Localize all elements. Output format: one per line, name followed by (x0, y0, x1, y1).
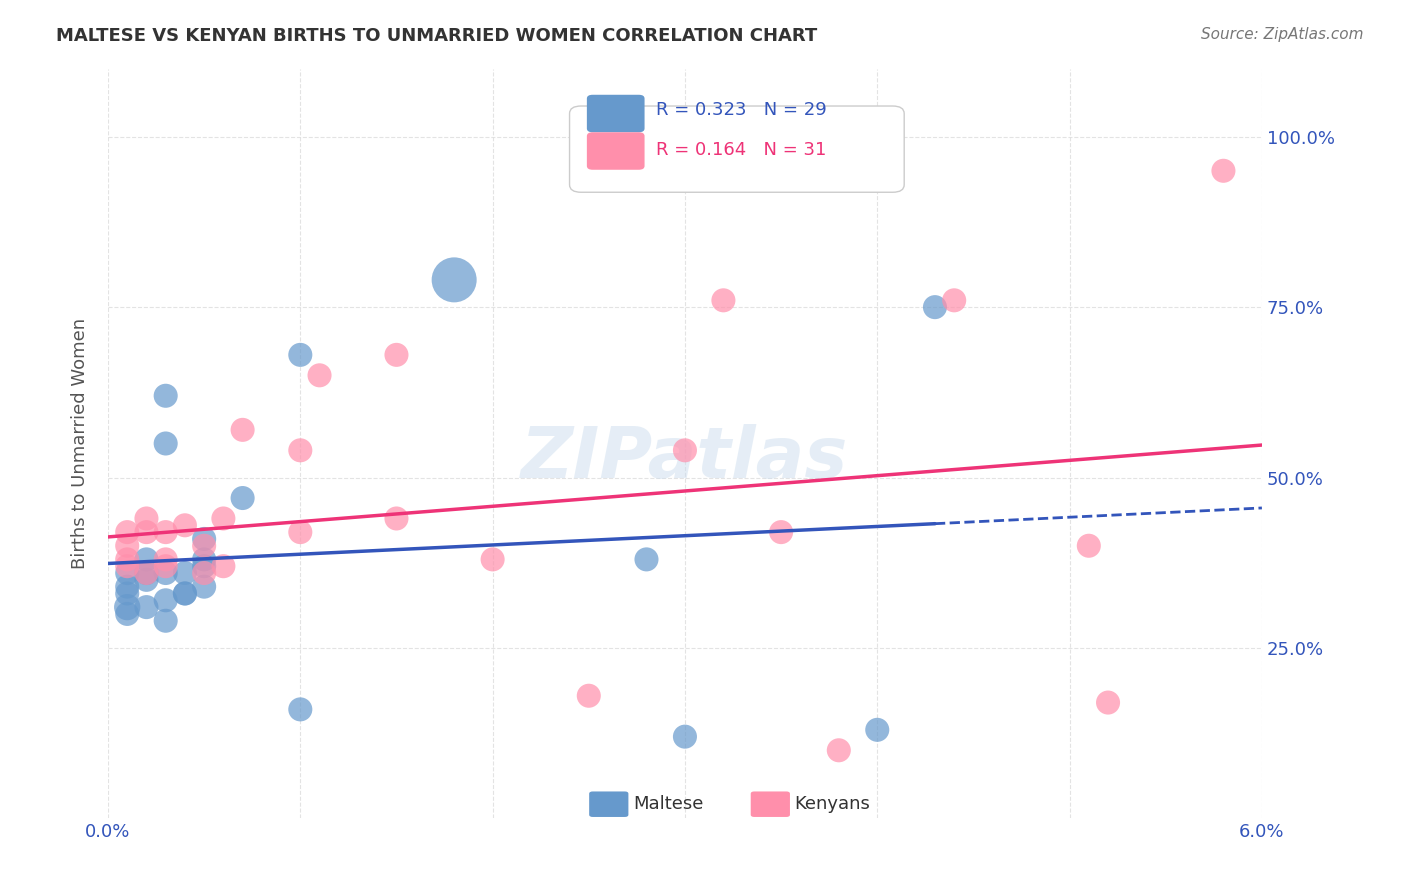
Point (155, 525, 177, 540)
Text: R = 0.323   N = 29: R = 0.323 N = 29 (657, 101, 827, 119)
Point (943, 293, 966, 308)
Text: MALTESE VS KENYAN BIRTHS TO UNMARRIED WOMEN CORRELATION CHART: MALTESE VS KENYAN BIRTHS TO UNMARRIED WO… (56, 27, 817, 45)
Point (1077, 539, 1099, 553)
Point (290, 443, 312, 458)
Point (193, 552, 215, 566)
Point (115, 607, 138, 621)
Point (232, 423, 254, 437)
Point (174, 586, 197, 600)
Point (115, 559, 138, 574)
Point (115, 580, 138, 594)
Text: Maltese: Maltese (633, 795, 703, 814)
Point (481, 552, 503, 566)
FancyBboxPatch shape (569, 106, 904, 193)
Point (115, 525, 138, 540)
Y-axis label: Births to Unmarried Women: Births to Unmarried Women (72, 318, 89, 569)
Point (155, 389, 177, 403)
FancyBboxPatch shape (586, 132, 644, 169)
Point (115, 566, 138, 580)
Point (115, 539, 138, 553)
Point (232, 491, 254, 505)
Point (866, 723, 889, 737)
Point (115, 600, 138, 615)
Point (135, 525, 157, 540)
Point (713, 293, 735, 308)
Point (212, 511, 235, 525)
Point (212, 559, 235, 574)
Point (193, 559, 215, 574)
Point (115, 586, 138, 600)
Point (174, 566, 197, 580)
FancyBboxPatch shape (751, 791, 790, 817)
Point (290, 348, 312, 362)
Point (290, 525, 312, 540)
Point (636, 552, 658, 566)
Point (135, 511, 157, 525)
Text: Kenyans: Kenyans (794, 795, 870, 814)
Point (135, 566, 157, 580)
Point (308, 368, 330, 383)
Point (135, 552, 157, 566)
Point (193, 532, 215, 546)
FancyBboxPatch shape (586, 95, 644, 132)
Point (155, 566, 177, 580)
Point (174, 518, 197, 533)
Text: Source: ZipAtlas.com: Source: ZipAtlas.com (1201, 27, 1364, 42)
Point (155, 552, 177, 566)
Point (155, 436, 177, 450)
Point (770, 525, 793, 540)
Point (673, 730, 696, 744)
Point (135, 573, 157, 587)
Point (135, 600, 157, 615)
Point (443, 273, 465, 287)
Point (193, 580, 215, 594)
Point (193, 539, 215, 553)
Point (1212, 163, 1234, 178)
Point (135, 566, 157, 580)
Point (290, 702, 312, 716)
Point (673, 443, 696, 458)
Point (155, 614, 177, 628)
Text: ZIPatlas: ZIPatlas (522, 424, 849, 493)
FancyBboxPatch shape (589, 791, 628, 817)
Point (155, 559, 177, 574)
Point (1097, 696, 1119, 710)
Point (385, 348, 408, 362)
Text: R = 0.164   N = 31: R = 0.164 N = 31 (657, 141, 827, 159)
Point (174, 586, 197, 600)
Point (155, 593, 177, 607)
Point (115, 552, 138, 566)
Point (924, 300, 946, 314)
Point (578, 689, 600, 703)
Point (193, 566, 215, 580)
Point (385, 511, 408, 525)
Point (828, 743, 851, 757)
